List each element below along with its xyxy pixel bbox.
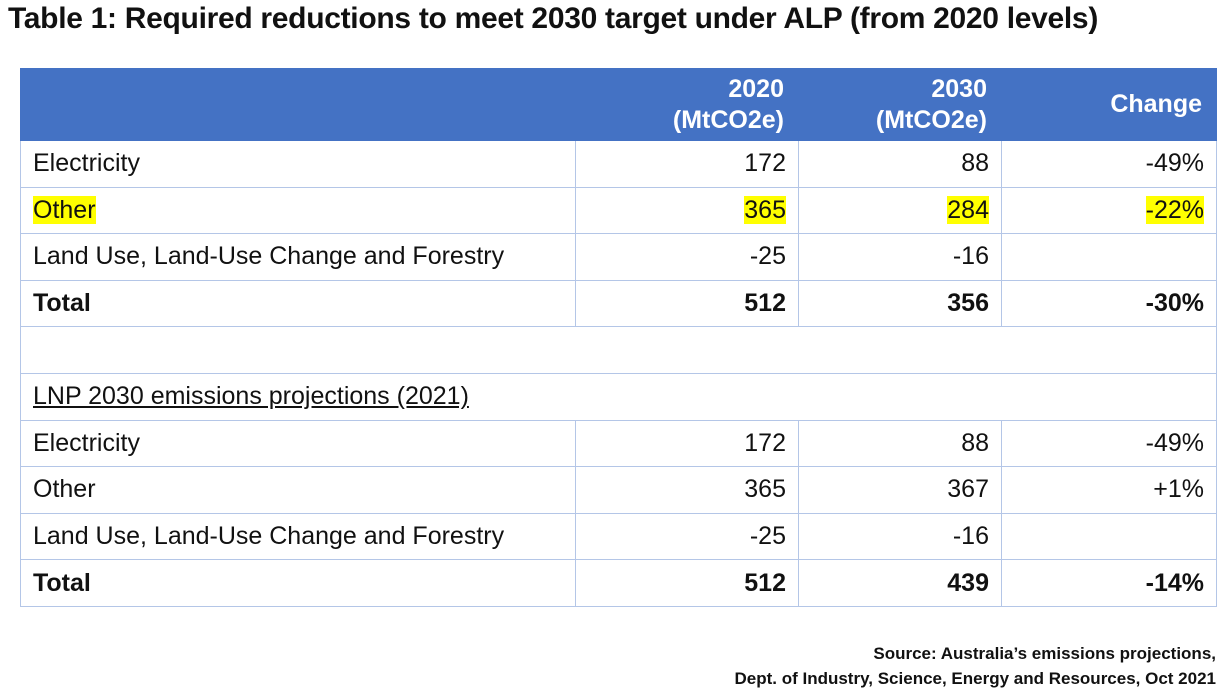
highlighted-text: 284 [947,195,989,224]
value-2020: 365 [575,186,799,235]
row-label: Total [20,559,576,607]
header-2030-year: 2030 [931,74,987,103]
row-label: Electricity [20,419,576,468]
value-change: -49% [1001,140,1217,188]
spacer-cell [20,326,1217,374]
value-change [1001,512,1217,561]
row-label: Other [20,186,576,235]
highlighted-text: Other [33,195,96,224]
section-heading-row: LNP 2030 emissions projections (2021) [20,372,1217,421]
highlighted-text: 365 [744,195,786,224]
header-change: Change [1001,68,1217,141]
table-row: Land Use, Land-Use Change and Forestry -… [20,233,1217,281]
table-row: Electricity 172 88 -49% [20,140,1217,188]
section-heading-text: LNP 2030 emissions projections (2021) [33,382,469,411]
row-label: Other [20,466,576,514]
table-row: Electricity 172 88 -49% [20,419,1217,468]
value-2030: -16 [798,512,1002,561]
section-heading: LNP 2030 emissions projections (2021) [20,372,1217,421]
value-2030: 367 [798,466,1002,514]
row-label: Land Use, Land-Use Change and Forestry [20,512,576,561]
header-2030: 2030 (MtCO2e) [798,68,1002,141]
table-row: Other 365 367 +1% [20,466,1217,514]
value-2030: 356 [798,279,1002,328]
value-2030: -16 [798,233,1002,281]
value-2020: -25 [575,512,799,561]
value-2020: 172 [575,419,799,468]
row-label: Total [20,279,576,328]
value-2030: 284 [798,186,1002,235]
source-line-1: Source: Australia’s emissions projection… [873,644,1216,663]
header-2020: 2020 (MtCO2e) [575,68,799,141]
value-change: -22% [1001,186,1217,235]
value-2020: 172 [575,140,799,188]
source-line-2: Dept. of Industry, Science, Energy and R… [734,669,1216,688]
value-change: -14% [1001,559,1217,607]
value-change: +1% [1001,466,1217,514]
value-change [1001,233,1217,281]
source-note: Source: Australia’s emissions projection… [734,641,1216,691]
value-2020: 512 [575,279,799,328]
value-2030: 439 [798,559,1002,607]
header-row: 2020 (MtCO2e) 2030 (MtCO2e) Change [20,68,1217,141]
emissions-table: 2020 (MtCO2e) 2030 (MtCO2e) Change Elect… [20,68,1217,607]
header-blank-cell [20,68,576,141]
value-2020: 512 [575,559,799,607]
total-row: Total 512 356 -30% [20,279,1217,328]
value-2020: -25 [575,233,799,281]
value-2020: 365 [575,466,799,514]
table-title: Table 1: Required reductions to meet 203… [8,2,1099,35]
total-row: Total 512 439 -14% [20,559,1217,607]
row-label: Land Use, Land-Use Change and Forestry [20,233,576,281]
row-label: Electricity [20,140,576,188]
header-2020-unit: (MtCO2e) [672,105,784,134]
header-2020-year: 2020 [728,74,784,103]
table-row-highlighted: Other 365 284 -22% [20,186,1217,235]
table-row: Land Use, Land-Use Change and Forestry -… [20,512,1217,561]
value-2030: 88 [798,140,1002,188]
value-change: -49% [1001,419,1217,468]
value-2030: 88 [798,419,1002,468]
highlighted-text: -22% [1145,195,1204,224]
spacer-row [20,326,1217,374]
value-change: -30% [1001,279,1217,328]
header-2030-unit: (MtCO2e) [875,105,987,134]
